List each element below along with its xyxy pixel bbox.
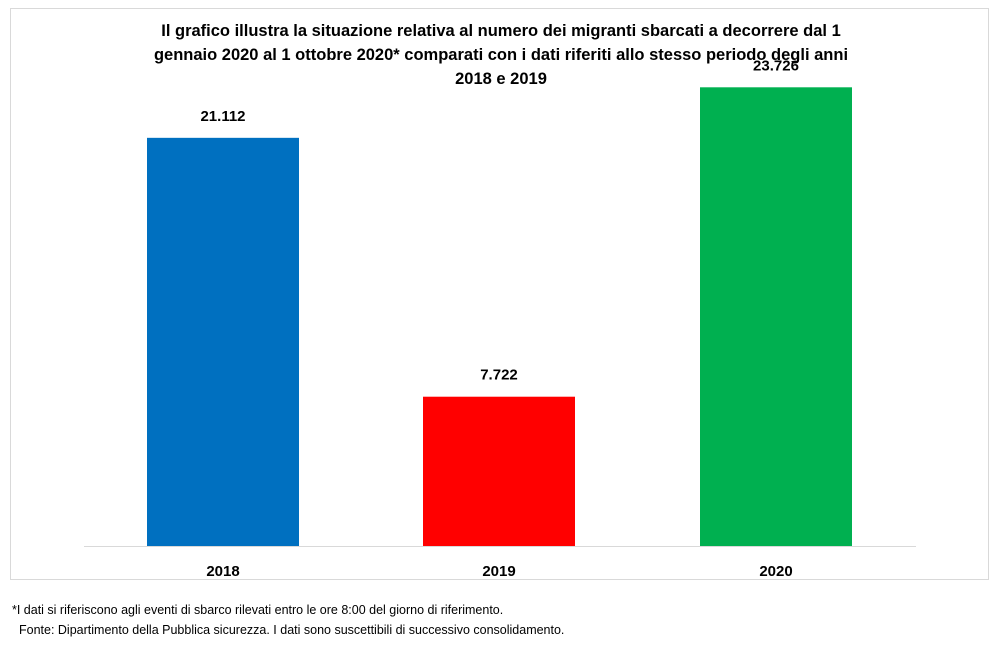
source-note: Fonte: Dipartimento della Pubblica sicur… bbox=[19, 623, 565, 637]
bar-2019 bbox=[423, 396, 575, 546]
chart-title-line-1: Il grafico illustra la situazione relati… bbox=[161, 22, 841, 40]
bar-2020 bbox=[700, 87, 852, 546]
footnote: *I dati si riferiscono agli eventi di sb… bbox=[12, 603, 504, 617]
x-tick-label-2019: 2019 bbox=[482, 563, 515, 580]
chart-title: Il grafico illustra la situazione relati… bbox=[91, 19, 911, 91]
x-tick-label-2020: 2020 bbox=[759, 563, 792, 580]
bar-chart: 21.112 2018 7.722 2019 23.726 2020 bbox=[84, 57, 916, 580]
data-label-2019: 7.722 bbox=[480, 367, 518, 384]
data-label-2020: 23.726 bbox=[753, 57, 799, 74]
data-label-2018: 21.112 bbox=[200, 108, 245, 125]
chart-frame: Il grafico illustra la situazione relati… bbox=[10, 8, 989, 580]
bar-2018 bbox=[147, 137, 299, 547]
chart-title-line-3: 2018 e 2019 bbox=[455, 70, 547, 88]
chart-title-line-2: gennaio 2020 al 1 ottobre 2020* comparat… bbox=[153, 46, 849, 64]
x-tick-label-2018: 2018 bbox=[206, 563, 239, 580]
